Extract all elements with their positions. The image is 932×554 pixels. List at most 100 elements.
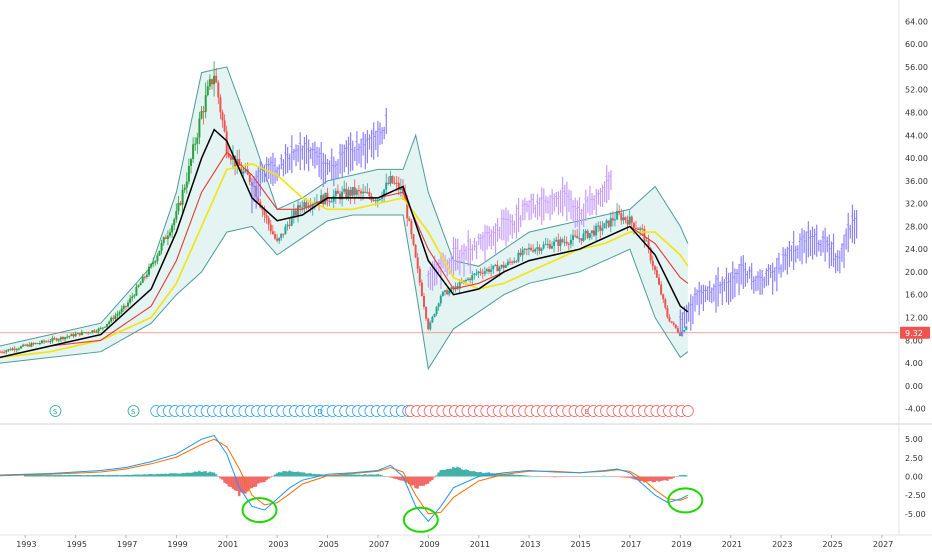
candle-body (488, 269, 490, 272)
macd-histogram-bar (416, 476, 419, 489)
macd-histogram-bar (458, 467, 461, 477)
candle-body (559, 239, 562, 246)
macd-histogram-bar (573, 476, 577, 477)
candle-body (41, 340, 43, 343)
earnings-marker[interactable] (682, 405, 694, 417)
macd-histogram-bar (596, 476, 600, 477)
candle-body (200, 111, 203, 119)
macd-histogram-bar (439, 470, 442, 477)
candle-body (672, 322, 675, 325)
macd-histogram-bar (23, 475, 27, 477)
macd-histogram-bar (664, 476, 667, 481)
macd-histogram-bar (168, 473, 172, 477)
candle-body (622, 217, 625, 221)
candle-body (265, 215, 268, 218)
macd-histogram-bar (624, 476, 627, 478)
candle-body (525, 248, 528, 250)
macd-histogram-bar (298, 472, 302, 477)
macd-histogram-bar (28, 475, 31, 477)
macd-histogram-bar (670, 476, 673, 479)
macd-histogram-bar (95, 474, 98, 477)
macd-histogram-bar (187, 472, 190, 477)
macd-histogram-bar (599, 476, 602, 477)
macd-histogram-bar (40, 475, 44, 477)
candle-body (158, 250, 161, 256)
macd-histogram-bar (533, 476, 537, 477)
candle-body (521, 249, 524, 256)
time-tick-label: 2017 (621, 540, 641, 549)
candle-body (628, 216, 631, 225)
macd-histogram-bar (120, 475, 123, 477)
candle-body (639, 228, 642, 230)
macd-histogram-bar (613, 476, 617, 477)
candle-body (164, 237, 167, 239)
macd-histogram-bar (565, 476, 568, 477)
macd-histogram-bar (61, 475, 65, 477)
candle-body (274, 234, 276, 239)
macd-histogram-bar (538, 476, 541, 477)
candle-body (339, 193, 341, 200)
candle-body (538, 247, 541, 251)
bollinger-band-fill (0, 66, 688, 369)
annotation-circle-2002 (241, 497, 278, 524)
candle-body (3, 352, 6, 354)
candle-body (381, 197, 383, 199)
macd-histogram-bar (466, 469, 470, 477)
macd-histogram-bar (202, 471, 205, 477)
candle-body (211, 79, 213, 85)
candle-body (143, 276, 146, 278)
macd-histogram-bar (536, 476, 539, 477)
price-tick-label: 12.00 (905, 314, 928, 323)
macd-histogram-bar (103, 475, 107, 477)
time-tick-label: 2003 (268, 540, 288, 549)
macd-histogram-bar (397, 476, 400, 480)
candle-body (341, 191, 344, 200)
macd-histogram-bar (170, 473, 174, 477)
candle-body (641, 228, 644, 230)
macd-histogram-bar (372, 474, 375, 477)
candle-body (124, 305, 127, 307)
candle-body (192, 144, 195, 160)
macd-histogram-bar (191, 472, 195, 477)
macd-histogram-bar (363, 474, 367, 477)
macd-histogram-bar (527, 475, 530, 477)
macd-histogram-bar (643, 476, 646, 483)
macd-histogram-bar (582, 476, 585, 477)
macd-histogram-bar (620, 476, 623, 478)
price-tick-label: 64.00 (905, 17, 928, 26)
split-marker[interactable] (49, 405, 62, 417)
macd-histogram-bar (676, 476, 679, 477)
macd-histogram-bar (452, 467, 455, 477)
candle-body (309, 206, 312, 208)
macd-histogram-bar (441, 469, 444, 477)
macd-histogram-bar (447, 469, 451, 477)
candle-body (649, 248, 652, 261)
candle-body (527, 247, 530, 250)
macd-histogram-bar (303, 472, 306, 477)
candle-body (618, 210, 621, 214)
macd-histogram (23, 466, 688, 497)
macd-histogram-bar (317, 474, 321, 477)
macd-histogram-bar (357, 474, 360, 477)
candle-body (328, 201, 331, 202)
candle-body (332, 195, 335, 202)
candle-body (506, 261, 509, 266)
macd-histogram-bar (244, 476, 247, 494)
split-marker[interactable] (127, 405, 140, 417)
candle-body (383, 189, 386, 198)
macd-histogram-bar (223, 476, 226, 483)
candle-body (597, 225, 600, 227)
macd-histogram-bar (147, 474, 151, 477)
candle-body (635, 228, 637, 230)
candle-body (221, 112, 224, 121)
candle-body (89, 332, 92, 334)
candle-body (194, 143, 197, 145)
macd-histogram-bar (84, 475, 88, 477)
candle-body (28, 344, 31, 347)
macd-histogram-bar (110, 475, 113, 477)
candle-body (416, 257, 419, 269)
macd-histogram-bar (89, 475, 92, 477)
candle-body (490, 269, 493, 272)
